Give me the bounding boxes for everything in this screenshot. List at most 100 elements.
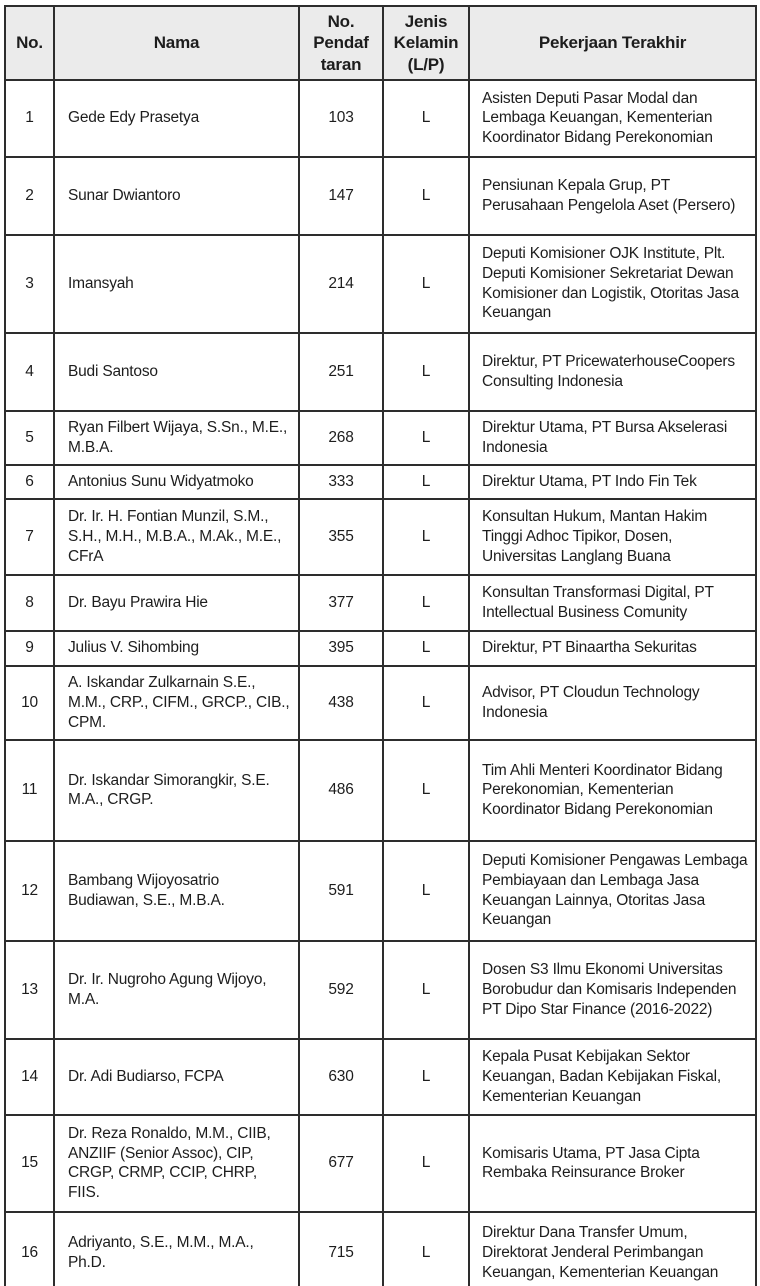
name-cell: Adriyanto, S.E., M.M., M.A., Ph.D.: [53, 1210, 300, 1286]
table-row: 9 Julius V. Sihombing 395 L Direktur, PT…: [4, 629, 757, 667]
gender-cell: L: [382, 629, 470, 667]
row-number-cell: 6: [4, 463, 55, 500]
gender-cell: L: [382, 233, 470, 334]
table-row: 8 Dr. Bayu Prawira Hie 377 L Konsultan T…: [4, 573, 757, 632]
row-number-cell: 15: [4, 1113, 55, 1213]
header-kelamin: Jenis Kelamin (L/P): [382, 5, 470, 81]
registration-number-cell: 715: [298, 1210, 384, 1286]
table-row: 14 Dr. Adi Budiarso, FCPA 630 L Kepala P…: [4, 1037, 757, 1116]
name-cell: Dr. Ir. Nugroho Agung Wijoyo, M.A.: [53, 939, 300, 1040]
gender-cell: L: [382, 463, 470, 500]
name-cell: Ryan Filbert Wijaya, S.Sn., M.E., M.B.A.: [53, 409, 300, 466]
row-number-cell: 5: [4, 409, 55, 466]
gender-cell: L: [382, 155, 470, 236]
table-row: 5 Ryan Filbert Wijaya, S.Sn., M.E., M.B.…: [4, 409, 757, 466]
name-cell: Bambang Wijoyosatrio Budiawan, S.E., M.B…: [53, 839, 300, 942]
registration-number-cell: 103: [298, 78, 384, 158]
occupation-cell: Direktur, PT Binaartha Sekuritas: [468, 629, 757, 667]
registration-number-cell: 333: [298, 463, 384, 500]
registration-number-cell: 630: [298, 1037, 384, 1116]
row-number-cell: 7: [4, 497, 55, 576]
name-cell: Dr. Reza Ronaldo, M.M., CIIB, ANZIIF (Se…: [53, 1113, 300, 1213]
row-number-cell: 4: [4, 331, 55, 412]
table-row: 3 Imansyah 214 L Deputi Komisioner OJK I…: [4, 233, 757, 334]
occupation-cell: Direktur Utama, PT Indo Fin Tek: [468, 463, 757, 500]
table-row: 11 Dr. Iskandar Simorangkir, S.E. M.A., …: [4, 738, 757, 842]
row-number-cell: 8: [4, 573, 55, 632]
table-row: 12 Bambang Wijoyosatrio Budiawan, S.E., …: [4, 839, 757, 942]
occupation-cell: Dosen S3 Ilmu Ekonomi Universitas Borobu…: [468, 939, 757, 1040]
occupation-cell: Direktur Utama, PT Bursa Akselerasi Indo…: [468, 409, 757, 466]
name-cell: Sunar Dwiantoro: [53, 155, 300, 236]
occupation-cell: Asisten Deputi Pasar Modal dan Lembaga K…: [468, 78, 757, 158]
table-row: 6 Antonius Sunu Widyatmoko 333 L Direktu…: [4, 463, 757, 500]
name-cell: Julius V. Sihombing: [53, 629, 300, 667]
gender-cell: L: [382, 497, 470, 576]
table-row: 1 Gede Edy Prasetya 103 L Asisten Deputi…: [4, 78, 757, 158]
row-number-cell: 2: [4, 155, 55, 236]
gender-cell: L: [382, 409, 470, 466]
registration-number-cell: 486: [298, 738, 384, 842]
name-cell: Gede Edy Prasetya: [53, 78, 300, 158]
name-cell: Dr. Bayu Prawira Hie: [53, 573, 300, 632]
registration-table: No. Nama No. Pendaf taran Jenis Kelamin …: [4, 5, 757, 1286]
header-no: No.: [4, 5, 55, 81]
row-number-cell: 12: [4, 839, 55, 942]
occupation-cell: Kepala Pusat Kebijakan Sektor Keuangan, …: [468, 1037, 757, 1116]
row-number-cell: 14: [4, 1037, 55, 1116]
table-row: 13 Dr. Ir. Nugroho Agung Wijoyo, M.A. 59…: [4, 939, 757, 1040]
name-cell: A. Iskandar Zulkarnain S.E., M.M., CRP.,…: [53, 664, 300, 741]
occupation-cell: Direktur Dana Transfer Umum, Direktorat …: [468, 1210, 757, 1286]
name-cell: Dr. Iskandar Simorangkir, S.E. M.A., CRG…: [53, 738, 300, 842]
occupation-cell: Pensiunan Kepala Grup, PT Perusahaan Pen…: [468, 155, 757, 236]
registration-number-cell: 214: [298, 233, 384, 334]
occupation-cell: Konsultan Transformasi Digital, PT Intel…: [468, 573, 757, 632]
gender-cell: L: [382, 839, 470, 942]
registration-number-cell: 251: [298, 331, 384, 412]
row-number-cell: 11: [4, 738, 55, 842]
gender-cell: L: [382, 1037, 470, 1116]
registration-number-cell: 592: [298, 939, 384, 1040]
gender-cell: L: [382, 664, 470, 741]
table-row: 4 Budi Santoso 251 L Direktur, PT Pricew…: [4, 331, 757, 412]
registration-number-cell: 677: [298, 1113, 384, 1213]
occupation-cell: Deputi Komisioner Pengawas Lembaga Pembi…: [468, 839, 757, 942]
row-number-cell: 1: [4, 78, 55, 158]
header-pekerjaan: Pekerjaan Terakhir: [468, 5, 757, 81]
table-row: 2 Sunar Dwiantoro 147 L Pensiunan Kepala…: [4, 155, 757, 236]
occupation-cell: Komisaris Utama, PT Jasa Cipta Rembaka R…: [468, 1113, 757, 1213]
table-row: 16 Adriyanto, S.E., M.M., M.A., Ph.D. 71…: [4, 1210, 757, 1286]
registration-number-cell: 438: [298, 664, 384, 741]
table-row: 15 Dr. Reza Ronaldo, M.M., CIIB, ANZIIF …: [4, 1113, 757, 1213]
row-number-cell: 13: [4, 939, 55, 1040]
table-header-row: No. Nama No. Pendaf taran Jenis Kelamin …: [4, 5, 757, 81]
registration-number-cell: 591: [298, 839, 384, 942]
name-cell: Budi Santoso: [53, 331, 300, 412]
registration-number-cell: 147: [298, 155, 384, 236]
header-pendaftaran: No. Pendaf taran: [298, 5, 384, 81]
name-cell: Dr. Adi Budiarso, FCPA: [53, 1037, 300, 1116]
row-number-cell: 16: [4, 1210, 55, 1286]
occupation-cell: Konsultan Hukum, Mantan Hakim Tinggi Adh…: [468, 497, 757, 576]
row-number-cell: 3: [4, 233, 55, 334]
table-row: 7 Dr. Ir. H. Fontian Munzil, S.M., S.H.,…: [4, 497, 757, 576]
registration-number-cell: 355: [298, 497, 384, 576]
gender-cell: L: [382, 573, 470, 632]
name-cell: Antonius Sunu Widyatmoko: [53, 463, 300, 500]
row-number-cell: 9: [4, 629, 55, 667]
table-row: 10 A. Iskandar Zulkarnain S.E., M.M., CR…: [4, 664, 757, 741]
gender-cell: L: [382, 939, 470, 1040]
registration-number-cell: 395: [298, 629, 384, 667]
row-number-cell: 10: [4, 664, 55, 741]
registration-number-cell: 377: [298, 573, 384, 632]
registration-number-cell: 268: [298, 409, 384, 466]
gender-cell: L: [382, 738, 470, 842]
occupation-cell: Advisor, PT Cloudun Technology Indonesia: [468, 664, 757, 741]
gender-cell: L: [382, 1210, 470, 1286]
occupation-cell: Deputi Komisioner OJK Institute, Plt. De…: [468, 233, 757, 334]
occupation-cell: Tim Ahli Menteri Koordinator Bidang Pere…: [468, 738, 757, 842]
gender-cell: L: [382, 1113, 470, 1213]
header-nama: Nama: [53, 5, 300, 81]
gender-cell: L: [382, 331, 470, 412]
name-cell: Imansyah: [53, 233, 300, 334]
